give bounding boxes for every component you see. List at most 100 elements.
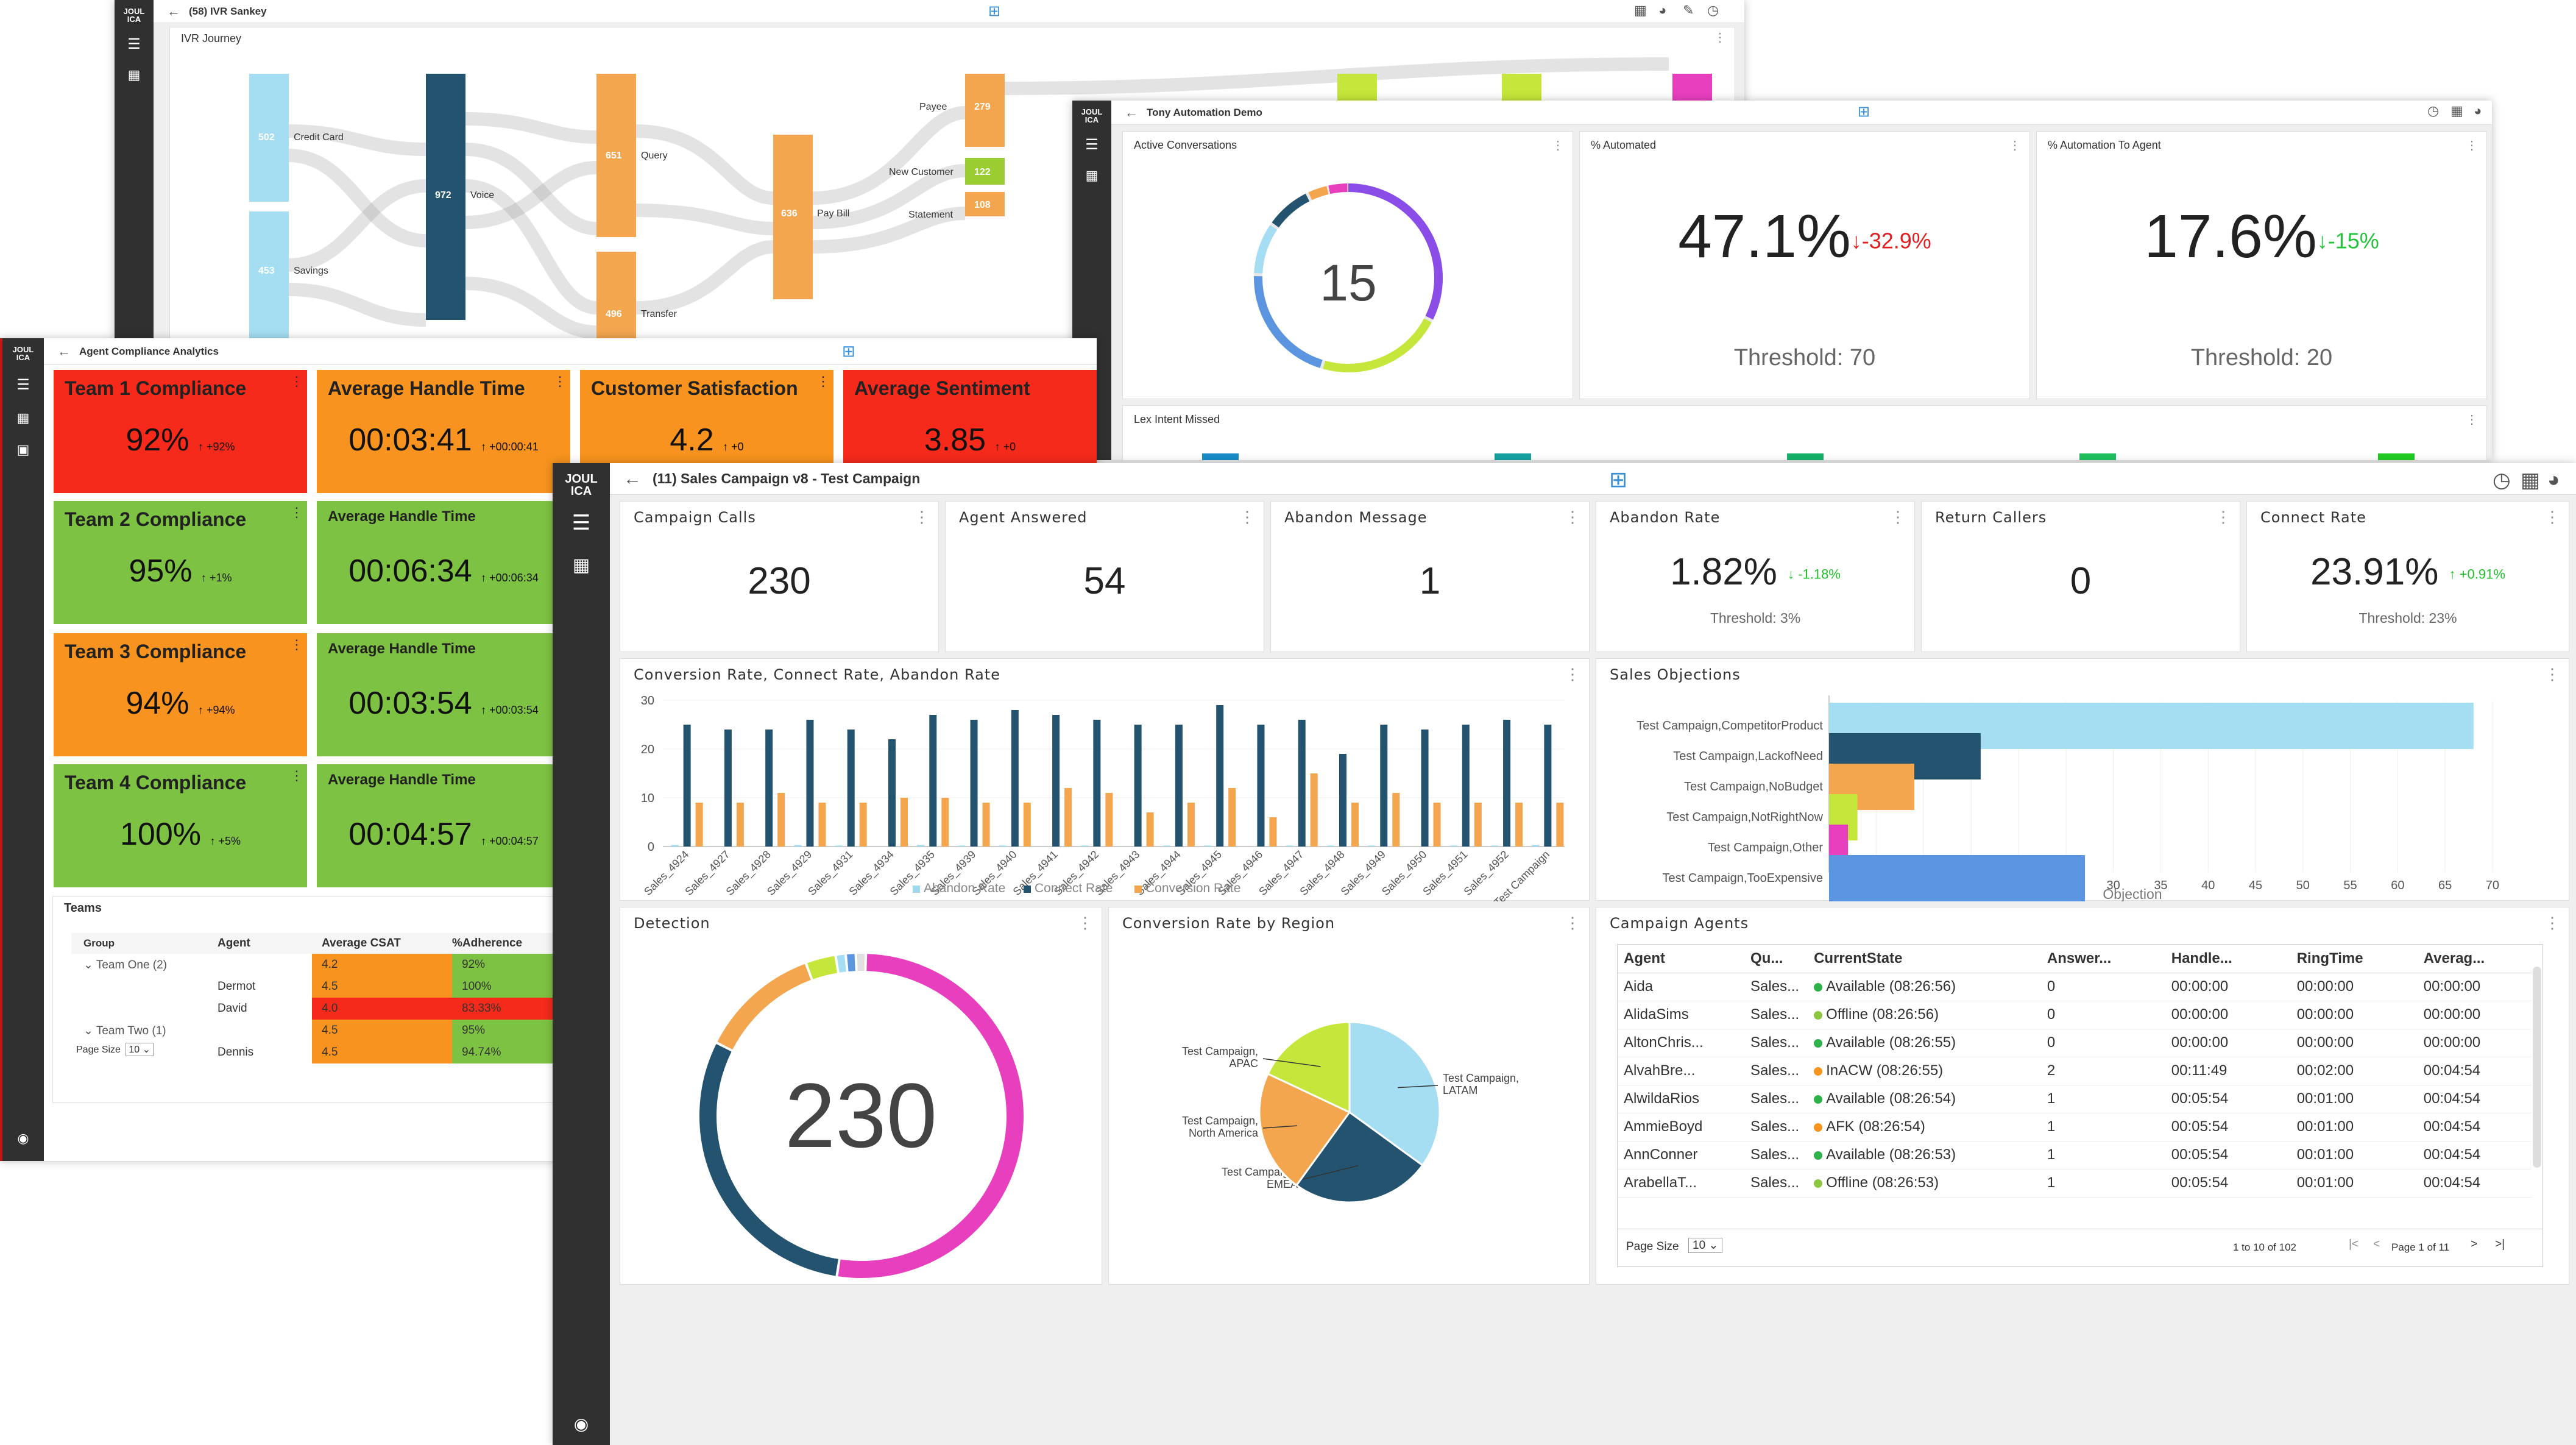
bar-abandon-rate[interactable] [958, 845, 966, 847]
bar-connect-rate[interactable] [970, 720, 978, 847]
kpi-tile[interactable]: Average Handle Time 00:03:54 ↑ +00:03:54 [316, 632, 571, 758]
prev-page-icon[interactable]: < [2373, 1238, 2380, 1251]
add-chart-icon[interactable]: ⊞ [1609, 467, 1628, 492]
bar-abandon-rate[interactable] [1532, 845, 1540, 847]
tile-menu-icon[interactable]: ⋮ [553, 374, 567, 389]
table-row[interactable]: David 4.0 83.33% [71, 998, 574, 1020]
col-header[interactable]: %Adherence [452, 937, 523, 950]
bar-abandon-rate[interactable] [1449, 845, 1457, 847]
scrollbar[interactable] [2533, 967, 2541, 1168]
tile-menu-icon[interactable]: ⋮ [290, 637, 303, 652]
pie-slice[interactable] [1295, 1110, 1424, 1204]
panel-menu-icon[interactable]: ⋮ [1239, 508, 1255, 526]
bar-conversion-rate[interactable] [859, 803, 867, 847]
panel-menu-icon[interactable]: ⋮ [2466, 139, 2478, 152]
bar-conversion-rate[interactable] [941, 798, 949, 847]
edit-icon[interactable]: ✎ [1683, 2, 1694, 18]
help-icon[interactable]: ◉ [17, 1131, 29, 1146]
bar-conversion-rate[interactable] [1515, 803, 1523, 847]
bar-conversion-rate[interactable] [1228, 788, 1236, 847]
bar-connect-rate[interactable] [929, 715, 937, 847]
table-icon[interactable]: ▦ [2450, 103, 2463, 118]
bar-connect-rate[interactable] [1339, 754, 1346, 847]
table-row[interactable]: AlvahBre... Sales... InACW (08:26:55) 2 00:1… [1618, 1057, 2532, 1085]
panel-menu-icon[interactable]: ⋮ [1565, 914, 1580, 932]
table-icon[interactable]: ▦ [1634, 2, 1647, 18]
bar-conversion-rate[interactable] [1474, 803, 1482, 847]
table-row[interactable]: AltonChris... Sales... Available (08:26:55… [1618, 1029, 2532, 1057]
pie-slice[interactable] [1267, 1021, 1351, 1114]
last-page-icon[interactable]: >| [2495, 1238, 2505, 1251]
palette-icon[interactable]: ◕ [2547, 468, 2560, 491]
bar-conversion-rate[interactable] [777, 793, 785, 847]
help-icon[interactable]: ◉ [573, 1415, 589, 1433]
bar-conversion-rate[interactable] [1351, 803, 1359, 847]
bar-connect-rate[interactable] [1052, 715, 1060, 847]
clock-icon[interactable]: ◷ [1707, 2, 1719, 18]
menu-icon[interactable]: ☰ [16, 377, 30, 393]
table-row[interactable]: AmmieBoyd Sales... AFK (08:26:54) 1 00:05:54… [1618, 1113, 2532, 1141]
bar-connect-rate[interactable] [724, 730, 732, 847]
bar-conversion-rate[interactable] [736, 803, 744, 847]
bar-conversion-rate[interactable] [1556, 803, 1564, 847]
first-page-icon[interactable]: |< [2349, 1238, 2359, 1251]
clock-icon[interactable]: ◷ [2427, 103, 2440, 118]
kpi-tile[interactable]: Team 3 Compliance ⋮ 94% ↑ +94% [52, 632, 308, 758]
panel-menu-icon[interactable]: ⋮ [1565, 665, 1580, 683]
image-icon[interactable]: ▣ [16, 442, 30, 457]
panel-menu-icon[interactable]: ⋮ [2215, 508, 2231, 526]
table-icon[interactable]: ▦ [2521, 469, 2541, 492]
palette-icon[interactable]: ◕ [2474, 103, 2482, 118]
edit-icon[interactable]: ✎ [2574, 468, 2576, 492]
bar-abandon-rate[interactable] [1327, 845, 1334, 847]
col-header[interactable]: Handle... [2165, 945, 2291, 973]
dashboard-icon[interactable]: ▦ [1085, 168, 1099, 183]
bar-conversion-rate[interactable] [1105, 793, 1113, 847]
panel-menu-icon[interactable]: ⋮ [2544, 508, 2560, 526]
objection-bar[interactable] [1829, 855, 2085, 901]
table-row[interactable]: ⌄ Team One (2) 4.2 92% [71, 954, 574, 976]
col-header[interactable]: RingTime [2290, 945, 2418, 973]
bar-connect-rate[interactable] [888, 739, 896, 847]
kpi-tile[interactable]: Team 1 Compliance ⋮ 92% ↑ +92% [52, 369, 308, 494]
bar-connect-rate[interactable] [1216, 705, 1224, 847]
kpi-tile[interactable]: Team 2 Compliance ⋮ 95% ↑ +1% [52, 500, 308, 625]
panel-menu-icon[interactable]: ⋮ [2009, 139, 2021, 152]
legend-label[interactable]: Conversion Rate [1145, 881, 1240, 895]
page-size-select[interactable]: 10 ⌄ [126, 1043, 154, 1056]
bar-abandon-rate[interactable] [794, 845, 802, 847]
tile-menu-icon[interactable]: ⋮ [290, 768, 303, 783]
panel-menu-icon[interactable]: ⋮ [1890, 508, 1906, 526]
add-chart-icon[interactable]: ⊞ [988, 3, 1001, 20]
bar-connect-rate[interactable] [1175, 725, 1183, 847]
col-header[interactable]: CurrentState [1808, 945, 2041, 973]
menu-icon[interactable]: ☰ [571, 511, 591, 534]
col-header[interactable]: Averag... [2417, 945, 2532, 973]
col-header[interactable]: Group [83, 937, 115, 949]
palette-icon[interactable]: ◕ [1658, 2, 1667, 18]
bar-abandon-rate[interactable] [1162, 845, 1170, 847]
menu-icon[interactable]: ☰ [127, 36, 141, 52]
col-header[interactable]: Answer... [2040, 945, 2165, 973]
bar-conversion-rate[interactable] [1433, 803, 1441, 847]
bar-connect-rate[interactable] [1462, 725, 1470, 847]
tile-menu-icon[interactable]: ⋮ [816, 374, 830, 389]
bar-abandon-rate[interactable] [999, 845, 1007, 847]
legend-label[interactable]: Abandon Rate [924, 881, 1005, 895]
back-arrow-icon[interactable]: ← [623, 468, 642, 489]
panel-menu-icon[interactable]: ⋮ [2466, 413, 2478, 427]
back-arrow-icon[interactable]: ← [1125, 104, 1138, 120]
bar-connect-rate[interactable] [1298, 720, 1306, 847]
clock-icon[interactable]: ◷ [2493, 469, 2511, 492]
donut-segment[interactable] [699, 954, 1024, 1279]
col-header[interactable]: Agent [218, 937, 250, 950]
table-row[interactable]: AnnConner Sales... Available (08:26:53) 1 00… [1618, 1141, 2532, 1170]
bar-conversion-rate[interactable] [901, 798, 908, 847]
kpi-tile[interactable]: Team 4 Compliance ⋮ 100% ↑ +5% [52, 763, 308, 889]
legend-label[interactable]: Connect Rate [1035, 881, 1113, 895]
table-row[interactable]: ArabellaT... Sales... Offline (08:26:53) 1 0… [1618, 1169, 2532, 1198]
bar-abandon-rate[interactable] [1491, 845, 1499, 847]
table-row[interactable]: Dermot 4.5 100% [71, 976, 574, 998]
bar-connect-rate[interactable] [1544, 725, 1552, 847]
add-chart-icon[interactable]: ⊞ [1858, 104, 1870, 120]
